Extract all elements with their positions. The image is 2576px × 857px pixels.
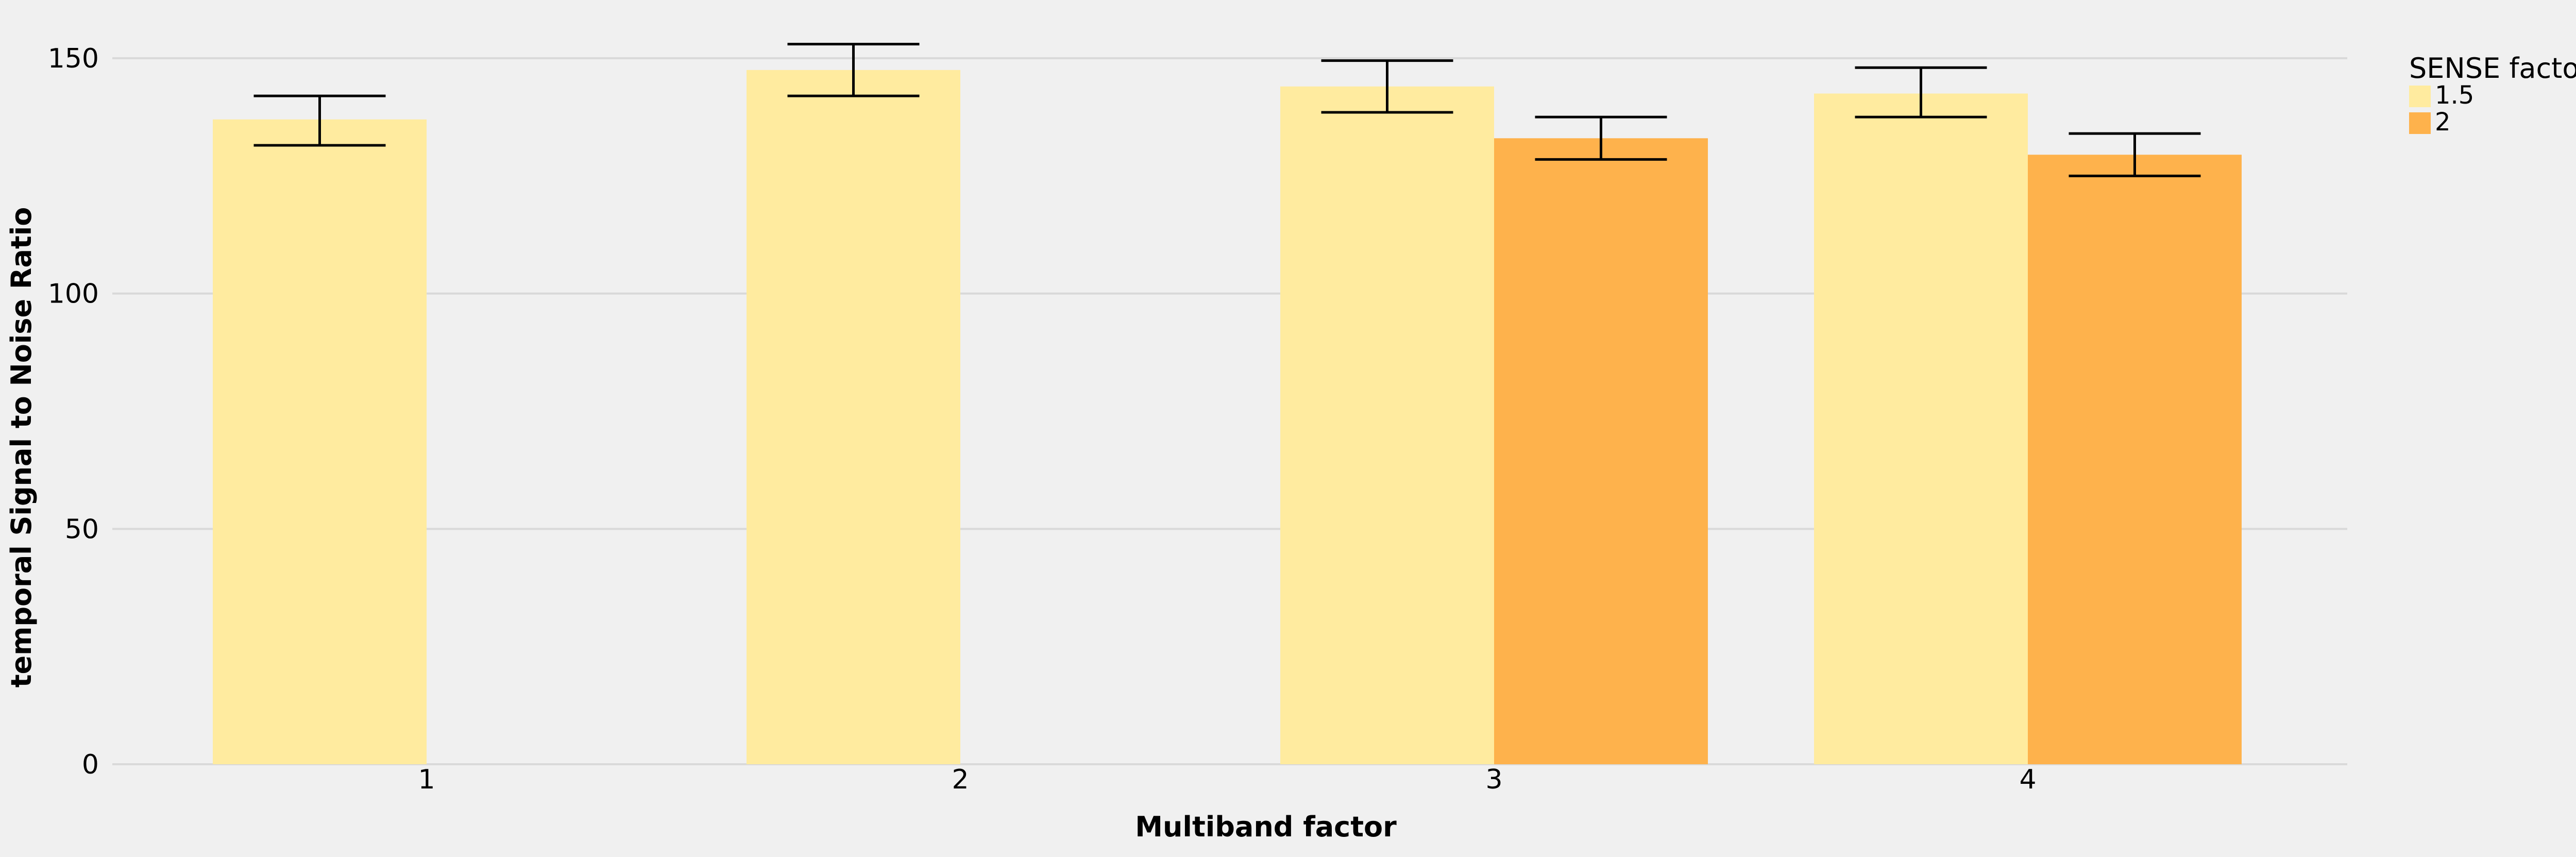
x-tick-label: 2	[952, 764, 969, 795]
error-bar-mb4-sense2	[2069, 132, 2201, 177]
legend-swatch-1-5	[2409, 86, 2431, 107]
y-tick-label: 50	[65, 514, 99, 545]
y-tick-label: 100	[48, 279, 99, 310]
x-axis-title: Multiband factor	[1135, 811, 1397, 843]
bar-mb3-sense2	[1494, 138, 1708, 765]
legend-swatch-2	[2409, 112, 2431, 134]
legend: SENSE factor 1.5 2	[2409, 52, 2576, 137]
axis-layer: 0 50 100 150 1 2 3 4	[48, 43, 2037, 795]
y-tick-label: 0	[82, 749, 99, 780]
x-tick-label: 3	[1485, 764, 1502, 795]
x-tick-label: 4	[2019, 764, 2036, 795]
legend-title: SENSE factor	[2409, 52, 2576, 85]
y-axis-title: temporal Signal to Noise Ratio	[5, 207, 38, 688]
error-bar-mb3-sense1-5	[1321, 59, 1453, 114]
bar-mb4-sense1-5	[1814, 93, 2028, 764]
bar-mb3-sense1-5	[1280, 86, 1494, 764]
error-layer	[253, 43, 2201, 177]
bar-mb1-sense1-5	[213, 119, 427, 764]
error-bar-mb2-sense1-5	[787, 43, 920, 97]
y-tick-label: 150	[48, 43, 99, 74]
bar-mb2-sense1-5	[747, 70, 960, 764]
error-bar-mb1-sense1-5	[253, 94, 386, 147]
legend-label-1-5: 1.5	[2435, 81, 2474, 110]
error-bar-mb3-sense2	[1535, 115, 1667, 161]
bar-mb4-sense2	[2028, 155, 2242, 764]
bar-layer	[213, 70, 2242, 765]
legend-label-2: 2	[2435, 108, 2451, 137]
error-bar-mb4-sense1-5	[1855, 66, 1987, 119]
x-tick-label: 1	[418, 764, 435, 795]
